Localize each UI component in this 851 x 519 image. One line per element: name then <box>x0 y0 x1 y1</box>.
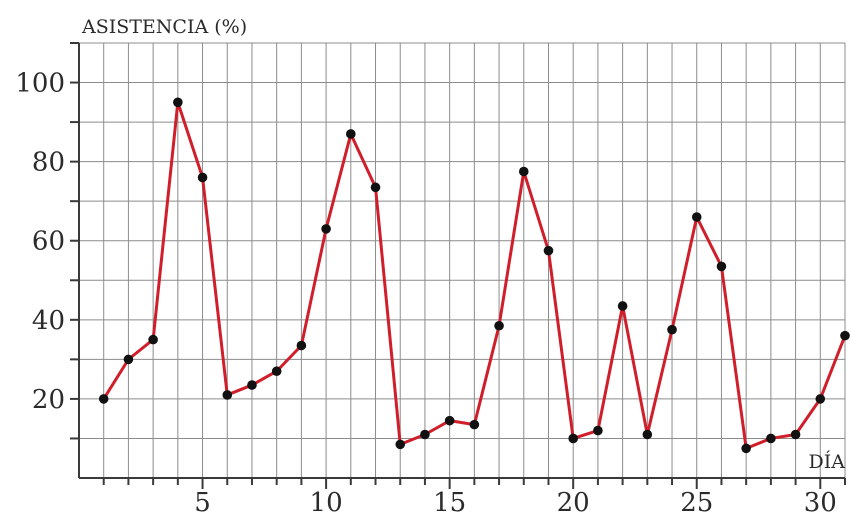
data-point-day-25 <box>691 212 702 222</box>
x-tick-label-10: 10 <box>310 488 343 518</box>
x-axis-title: DÍA <box>809 450 846 473</box>
x-tick-labels: 5 10 15 20 25 30 <box>194 488 837 518</box>
data-point-day-5 <box>197 172 208 183</box>
x-axis-ticks <box>102 478 846 489</box>
data-point-day-17 <box>494 320 504 331</box>
y-tick-label-80: 80 <box>32 148 65 178</box>
data-point-day-9 <box>296 340 307 351</box>
y-axis-ticks <box>70 42 79 440</box>
data-point-day-21 <box>593 425 603 436</box>
data-point-day-11 <box>346 129 356 139</box>
data-point-day-4 <box>173 97 183 108</box>
y-tick-label-60: 60 <box>32 227 65 257</box>
data-point-day-26 <box>716 261 727 272</box>
horizontal-grid-lines <box>79 42 845 439</box>
x-tick-label-25: 25 <box>680 488 713 518</box>
data-point-day-27 <box>741 443 751 454</box>
data-point-day-10 <box>321 224 331 234</box>
data-point-day-20 <box>568 433 578 444</box>
data-point-day-16 <box>469 419 480 430</box>
data-point-day-22 <box>617 301 628 311</box>
data-point-day-6 <box>222 390 233 400</box>
y-tick-label-40: 40 <box>32 306 65 336</box>
data-point-day-19 <box>543 245 554 256</box>
y-axis-title: ASISTENCIA (%) <box>81 16 247 38</box>
data-point-day-12 <box>370 182 381 193</box>
data-point-day-7 <box>247 380 257 390</box>
data-point-day-8 <box>271 366 282 377</box>
data-point-day-24 <box>667 324 677 335</box>
vertical-grid-lines <box>103 43 846 478</box>
data-point-day-31 <box>840 330 850 341</box>
y-tick-label-20: 20 <box>32 385 65 415</box>
x-tick-label-30: 30 <box>804 488 837 518</box>
data-points <box>98 97 850 454</box>
x-tick-label-20: 20 <box>557 488 590 518</box>
data-point-day-18 <box>518 166 529 177</box>
data-point-day-28 <box>766 433 776 444</box>
data-point-day-1 <box>98 394 109 404</box>
data-point-day-13 <box>395 439 406 450</box>
y-tick-label-100: 100 <box>15 69 65 99</box>
data-point-day-14 <box>420 429 430 440</box>
y-tick-labels: 20 40 60 80 100 <box>15 69 65 415</box>
x-tick-label-5: 5 <box>194 488 211 518</box>
data-point-day-29 <box>790 429 801 440</box>
data-point-day-30 <box>815 394 826 404</box>
data-point-day-15 <box>444 415 455 426</box>
x-tick-label-15: 15 <box>433 488 466 518</box>
data-point-day-2 <box>123 354 134 365</box>
data-point-day-3 <box>148 334 158 345</box>
data-point-day-23 <box>642 429 653 440</box>
